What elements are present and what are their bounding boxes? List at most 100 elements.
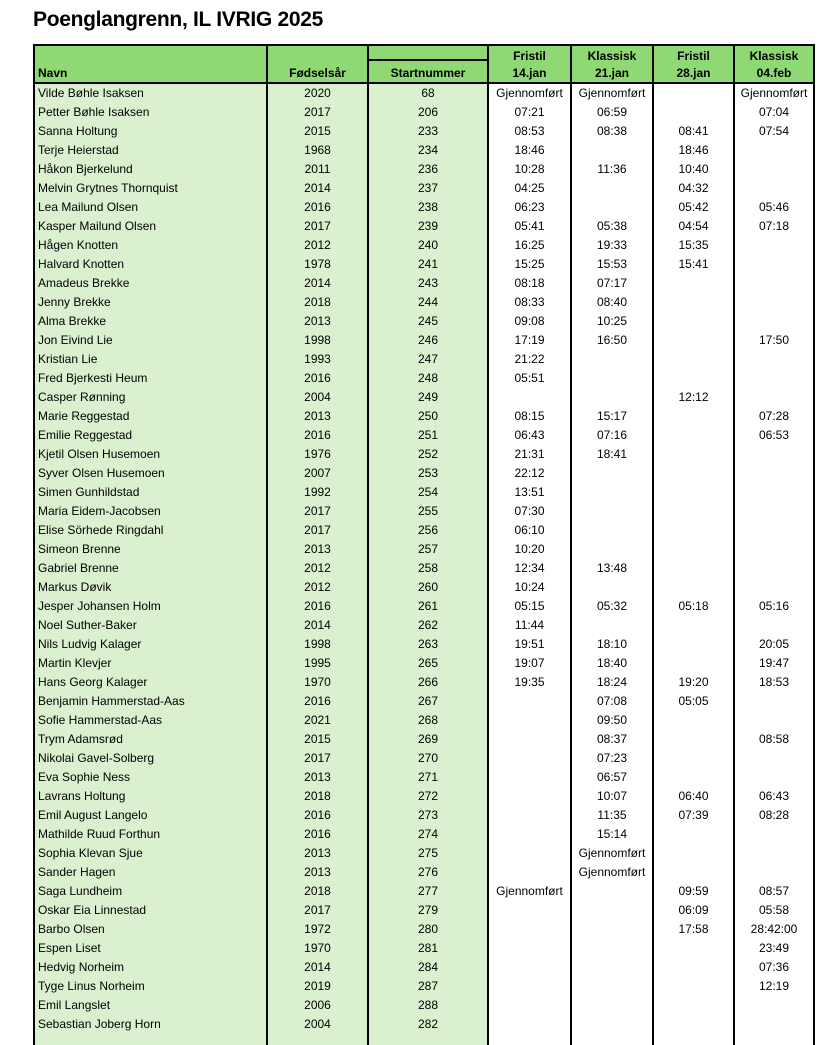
time-cell-klassisk-04feb: 05:58 bbox=[733, 901, 813, 920]
name-cell: Lea Mailund Olsen bbox=[35, 198, 266, 217]
time-cell-klassisk-04feb bbox=[733, 1034, 813, 1045]
time-cell-klassisk-21jan bbox=[570, 996, 652, 1015]
birth-year-cell: 2016 bbox=[266, 426, 367, 445]
table-row: Sophia Klevan Sjue 2013 275 Gjennomført bbox=[35, 844, 813, 863]
birth-year-cell: 2007 bbox=[266, 464, 367, 483]
column-header-startnummer: Startnummer bbox=[367, 46, 487, 82]
time-cell-klassisk-21jan bbox=[570, 540, 652, 559]
time-cell-fristil-14jan: 12:34 bbox=[487, 559, 570, 578]
name-cell: Gabriel Brenne bbox=[35, 559, 266, 578]
start-number-cell: 262 bbox=[367, 616, 487, 635]
time-cell-klassisk-04feb: 07:28 bbox=[733, 407, 813, 426]
birth-year-cell: 1998 bbox=[266, 635, 367, 654]
time-cell-klassisk-21jan: 06:59 bbox=[570, 103, 652, 122]
time-cell-fristil-28jan bbox=[652, 1034, 733, 1045]
time-cell-fristil-28jan bbox=[652, 825, 733, 844]
name-cell: Amadeus Brekke bbox=[35, 274, 266, 293]
time-cell-klassisk-04feb bbox=[733, 1015, 813, 1034]
time-cell-klassisk-04feb bbox=[733, 464, 813, 483]
time-cell-fristil-28jan: 06:09 bbox=[652, 901, 733, 920]
table-row: Benjamin Hammerstad-Aas 2016 267 07:08 0… bbox=[35, 692, 813, 711]
table-row-empty bbox=[35, 1034, 813, 1045]
start-number-cell: 265 bbox=[367, 654, 487, 673]
table-row: Petter Bøhle Isaksen 2017 206 07:21 06:5… bbox=[35, 103, 813, 122]
time-cell-fristil-14jan bbox=[487, 901, 570, 920]
name-cell: Eva Sophie Ness bbox=[35, 768, 266, 787]
time-cell-fristil-14jan bbox=[487, 692, 570, 711]
table-row: Emil Langslet 2006 288 bbox=[35, 996, 813, 1015]
time-cell-fristil-28jan bbox=[652, 939, 733, 958]
name-cell: Nikolai Gavel-Solberg bbox=[35, 749, 266, 768]
time-cell-fristil-14jan bbox=[487, 730, 570, 749]
time-cell-klassisk-04feb: 07:36 bbox=[733, 958, 813, 977]
time-cell-fristil-28jan bbox=[652, 350, 733, 369]
time-cell-klassisk-21jan: 19:33 bbox=[570, 236, 652, 255]
name-cell: Lavrans Holtung bbox=[35, 787, 266, 806]
time-cell-klassisk-21jan bbox=[570, 578, 652, 597]
time-cell-fristil-14jan: Gjennomført bbox=[487, 882, 570, 901]
name-cell bbox=[35, 1034, 266, 1045]
start-number-cell: 270 bbox=[367, 749, 487, 768]
time-cell-klassisk-04feb bbox=[733, 559, 813, 578]
time-cell-klassisk-04feb bbox=[733, 863, 813, 882]
time-cell-klassisk-04feb: 05:46 bbox=[733, 198, 813, 217]
time-cell-fristil-28jan: 05:18 bbox=[652, 597, 733, 616]
time-cell-klassisk-21jan bbox=[570, 977, 652, 996]
start-number-cell: 272 bbox=[367, 787, 487, 806]
time-cell-fristil-28jan bbox=[652, 749, 733, 768]
time-cell-fristil-28jan bbox=[652, 977, 733, 996]
name-cell: Terje Heierstad bbox=[35, 141, 266, 160]
time-cell-fristil-28jan bbox=[652, 635, 733, 654]
start-number-cell: 288 bbox=[367, 996, 487, 1015]
time-cell-fristil-14jan: 08:33 bbox=[487, 293, 570, 312]
time-cell-fristil-14jan: 17:19 bbox=[487, 331, 570, 350]
name-cell: Emilie Reggestad bbox=[35, 426, 266, 445]
birth-year-cell: 1995 bbox=[266, 654, 367, 673]
start-number-cell: 266 bbox=[367, 673, 487, 692]
time-cell-fristil-14jan bbox=[487, 1015, 570, 1034]
start-number-cell: 274 bbox=[367, 825, 487, 844]
start-number-cell: 280 bbox=[367, 920, 487, 939]
start-number-cell: 236 bbox=[367, 160, 487, 179]
time-cell-fristil-14jan: 16:25 bbox=[487, 236, 570, 255]
time-cell-klassisk-21jan: Gjennomført bbox=[570, 84, 652, 103]
start-number-cell: 234 bbox=[367, 141, 487, 160]
name-cell: Kasper Mailund Olsen bbox=[35, 217, 266, 236]
time-cell-fristil-28jan bbox=[652, 483, 733, 502]
name-cell: Håkon Bjerkelund bbox=[35, 160, 266, 179]
race-type-label: Fristil bbox=[513, 49, 546, 63]
time-cell-fristil-14jan: 19:35 bbox=[487, 673, 570, 692]
time-cell-klassisk-04feb: 06:53 bbox=[733, 426, 813, 445]
time-cell-klassisk-21jan bbox=[570, 616, 652, 635]
time-cell-fristil-14jan: 19:51 bbox=[487, 635, 570, 654]
time-cell-fristil-14jan bbox=[487, 711, 570, 730]
time-cell-fristil-28jan: 05:05 bbox=[652, 692, 733, 711]
time-cell-klassisk-04feb bbox=[733, 388, 813, 407]
time-cell-klassisk-21jan: 18:24 bbox=[570, 673, 652, 692]
start-number-cell: 245 bbox=[367, 312, 487, 331]
table-row: Markus Døvik 2012 260 10:24 bbox=[35, 578, 813, 597]
time-cell-klassisk-21jan: 07:16 bbox=[570, 426, 652, 445]
time-cell-fristil-14jan bbox=[487, 863, 570, 882]
time-cell-fristil-28jan bbox=[652, 1015, 733, 1034]
name-cell: Sanna Holtung bbox=[35, 122, 266, 141]
birth-year-cell: 1998 bbox=[266, 331, 367, 350]
time-cell-fristil-14jan: 07:21 bbox=[487, 103, 570, 122]
name-cell: Jenny Brekke bbox=[35, 293, 266, 312]
name-cell: Nils Ludvig Kalager bbox=[35, 635, 266, 654]
time-cell-klassisk-04feb: 23:49 bbox=[733, 939, 813, 958]
time-cell-klassisk-04feb: 06:43 bbox=[733, 787, 813, 806]
time-cell-klassisk-04feb bbox=[733, 483, 813, 502]
name-cell: Sofie Hammerstad-Aas bbox=[35, 711, 266, 730]
time-cell-fristil-14jan: 13:51 bbox=[487, 483, 570, 502]
name-cell: Emil August Langelo bbox=[35, 806, 266, 825]
time-cell-fristil-28jan bbox=[652, 863, 733, 882]
table-row: Sofie Hammerstad-Aas 2021 268 09:50 bbox=[35, 711, 813, 730]
race-date-label: 21.jan bbox=[594, 66, 630, 80]
time-cell-klassisk-04feb bbox=[733, 293, 813, 312]
start-number-cell: 252 bbox=[367, 445, 487, 464]
time-cell-klassisk-21jan bbox=[570, 350, 652, 369]
start-number-cell: 269 bbox=[367, 730, 487, 749]
time-cell-fristil-28jan: 08:41 bbox=[652, 122, 733, 141]
time-cell-klassisk-04feb bbox=[733, 141, 813, 160]
